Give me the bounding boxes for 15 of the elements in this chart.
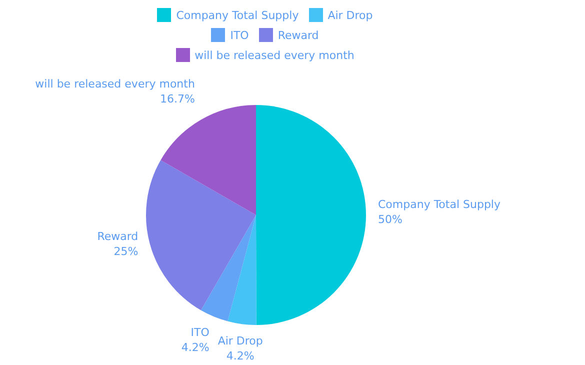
legend-label: will be released every month — [194, 48, 354, 62]
slice-label: ITO — [190, 326, 210, 340]
legend-label: Air Drop — [328, 8, 373, 22]
slice-label: will be released every month — [35, 78, 195, 91]
data-label: 50% — [378, 213, 402, 226]
data-label: 25% — [114, 244, 138, 258]
slice-label: Company Total Supply — [378, 198, 501, 212]
legend-label: ITO — [230, 28, 249, 42]
slice-label: Air Drop — [218, 334, 263, 348]
data-label: 4.2% — [181, 341, 210, 354]
data-label: 16.7% — [160, 92, 195, 106]
data-label: 4.2% — [226, 349, 254, 362]
legend-label: Company Total Supply — [176, 8, 299, 22]
slice-label: Reward — [97, 230, 138, 243]
legend-label: Reward — [278, 28, 319, 42]
